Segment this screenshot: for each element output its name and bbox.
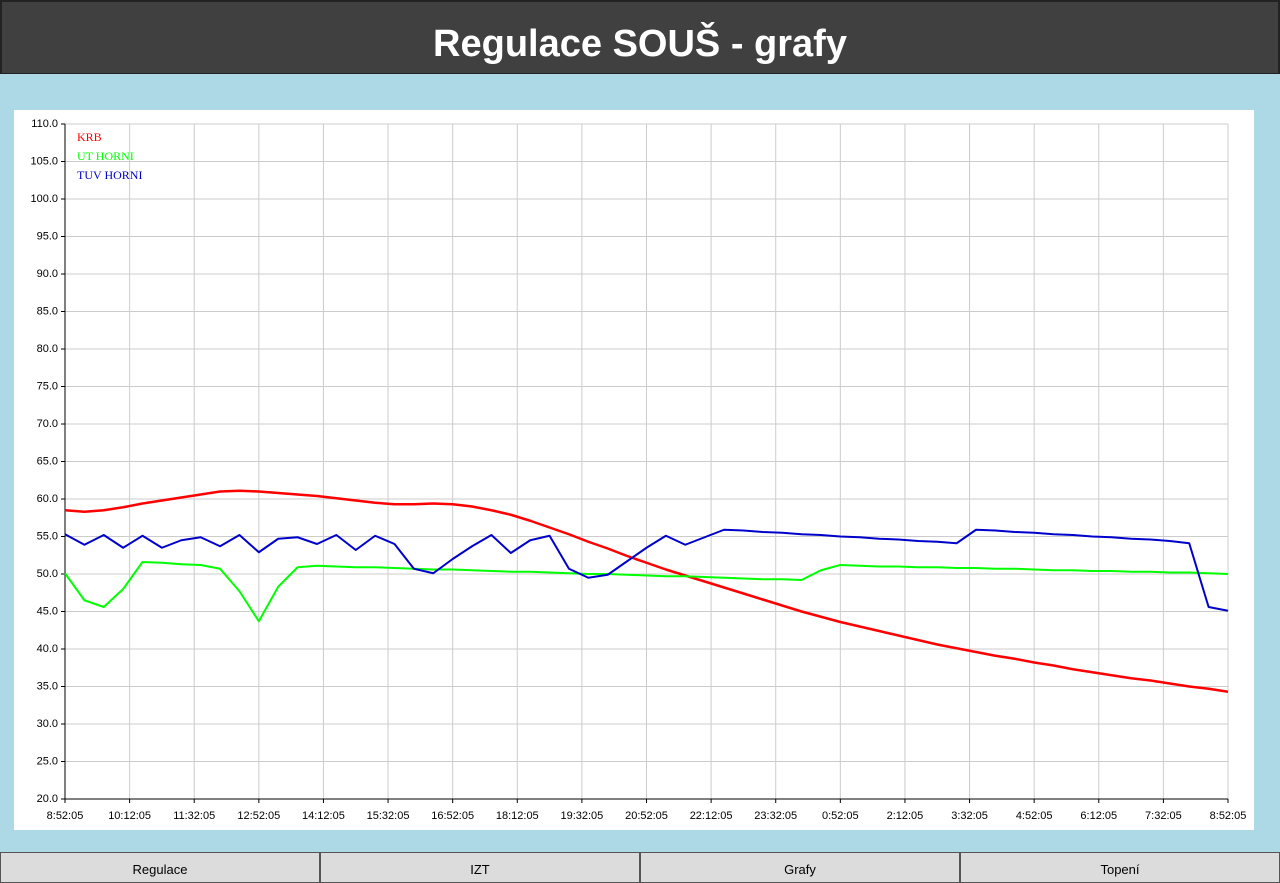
x-tick-label: 10:12:05 [108,810,151,822]
x-tick-label: 3:32:05 [951,810,988,822]
y-tick-label: 25.0 [37,755,58,767]
nav-button[interactable]: IZT [320,852,640,883]
y-tick-label: 100.0 [30,193,58,205]
x-tick-label: 0:52:05 [822,810,859,822]
y-tick-label: 50.0 [37,568,58,580]
x-tick-label: 20:52:05 [625,810,668,822]
x-tick-label: 7:32:05 [1145,810,1182,822]
y-tick-label: 45.0 [37,605,58,617]
x-tick-label: 6:12:05 [1080,810,1117,822]
legend-entry: TUV HORNI [77,168,142,182]
series-line [64,561,1229,623]
y-tick-label: 35.0 [37,680,58,692]
x-tick-label: 2:12:05 [887,810,924,822]
y-tick-label: 20.0 [37,793,58,805]
y-tick-label: 85.0 [37,305,58,317]
x-tick-label: 19:32:05 [560,810,603,822]
y-tick-label: 75.0 [37,380,58,392]
y-tick-label: 55.0 [37,530,58,542]
y-tick-label: 110.0 [31,118,58,130]
y-tick-label: 60.0 [37,493,58,505]
y-tick-label: 95.0 [37,230,58,242]
series-line [64,489,1229,693]
x-tick-label: 4:52:05 [1016,810,1053,822]
nav-bar: Regulace IZT Grafy Topení [0,852,1280,883]
nav-button[interactable]: Grafy [640,852,960,883]
x-tick-label: 16:52:05 [431,810,474,822]
y-tick-label: 105.0 [30,155,58,167]
y-tick-label: 30.0 [37,718,58,730]
x-tick-label: 23:32:05 [754,810,797,822]
x-tick-label: 8:52:05 [1210,810,1247,822]
y-tick-label: 90.0 [37,268,58,280]
nav-button[interactable]: Topení [960,852,1280,883]
series-line [64,528,1229,612]
y-tick-label: 70.0 [37,418,58,430]
x-tick-label: 8:52:05 [47,810,84,822]
y-tick-label: 40.0 [37,643,58,655]
header-title: Regulace SOUŠ - grafy [0,0,1280,74]
chart-panel: 20.0 25.0 30.0 35.0 40.0 45.0 50.0 55.0 60.0 65.0… [14,110,1254,830]
x-tick-label: 22:12:05 [690,810,733,822]
legend-entry: KRB [77,130,102,144]
y-tick-label: 80.0 [37,343,58,355]
x-tick-label: 12:52:05 [237,810,280,822]
x-tick-label: 15:32:05 [367,810,410,822]
x-tick-label: 11:32:05 [173,810,215,822]
chart: 20.0 25.0 30.0 35.0 40.0 45.0 50.0 55.0 60.0 65.0… [30,118,1247,822]
nav-button[interactable]: Regulace [0,852,320,883]
x-tick-label: 14:12:05 [302,810,345,822]
y-tick-label: 65.0 [37,455,58,467]
legend-entry: UT HORNI [77,149,134,163]
x-tick-label: 18:12:05 [496,810,539,822]
